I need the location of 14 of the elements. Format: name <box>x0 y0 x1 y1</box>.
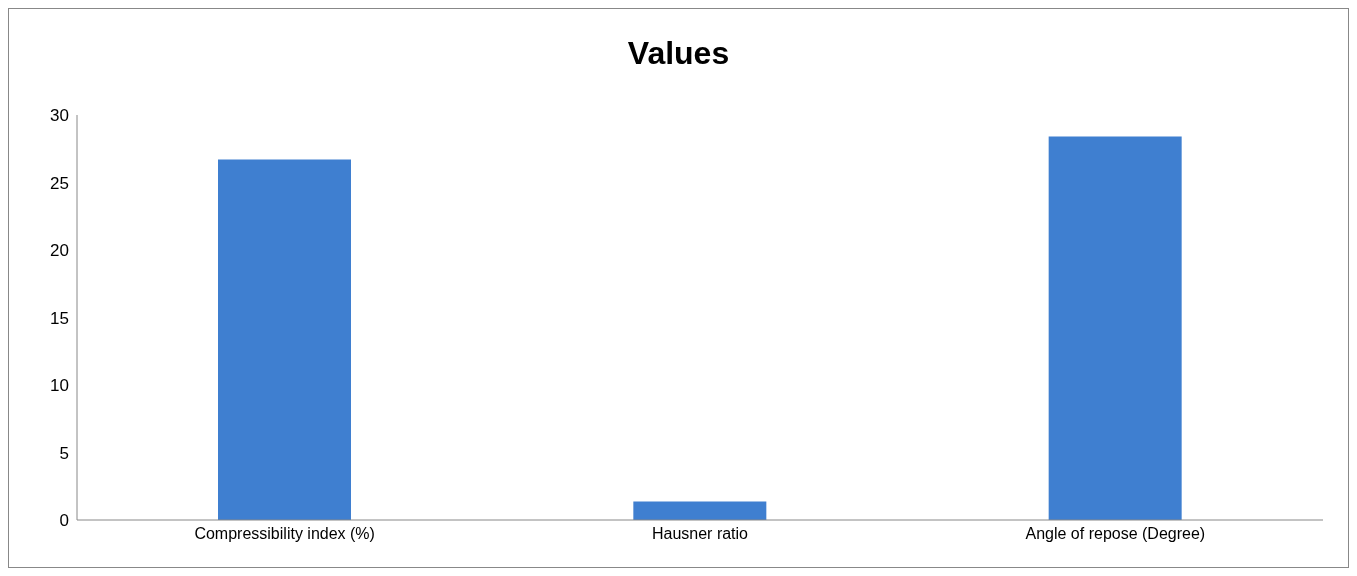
y-tick-label: 30 <box>50 106 69 126</box>
y-tick-label: 15 <box>50 308 69 328</box>
bar <box>633 501 767 520</box>
x-tick-label: Compressibility index (%) <box>194 525 375 543</box>
x-tick-label: Angle of repose (Degree) <box>1025 525 1206 543</box>
y-tick-label: 0 <box>59 511 69 531</box>
bar <box>1048 136 1182 520</box>
x-tick-label: Hausner ratio <box>651 525 749 543</box>
y-tick-label: 25 <box>50 173 69 193</box>
y-tick-label: 10 <box>50 376 69 396</box>
chart-title: Values <box>626 35 731 73</box>
y-tick-label: 5 <box>59 443 69 463</box>
y-tick-label: 20 <box>50 241 69 261</box>
bar <box>218 159 351 520</box>
